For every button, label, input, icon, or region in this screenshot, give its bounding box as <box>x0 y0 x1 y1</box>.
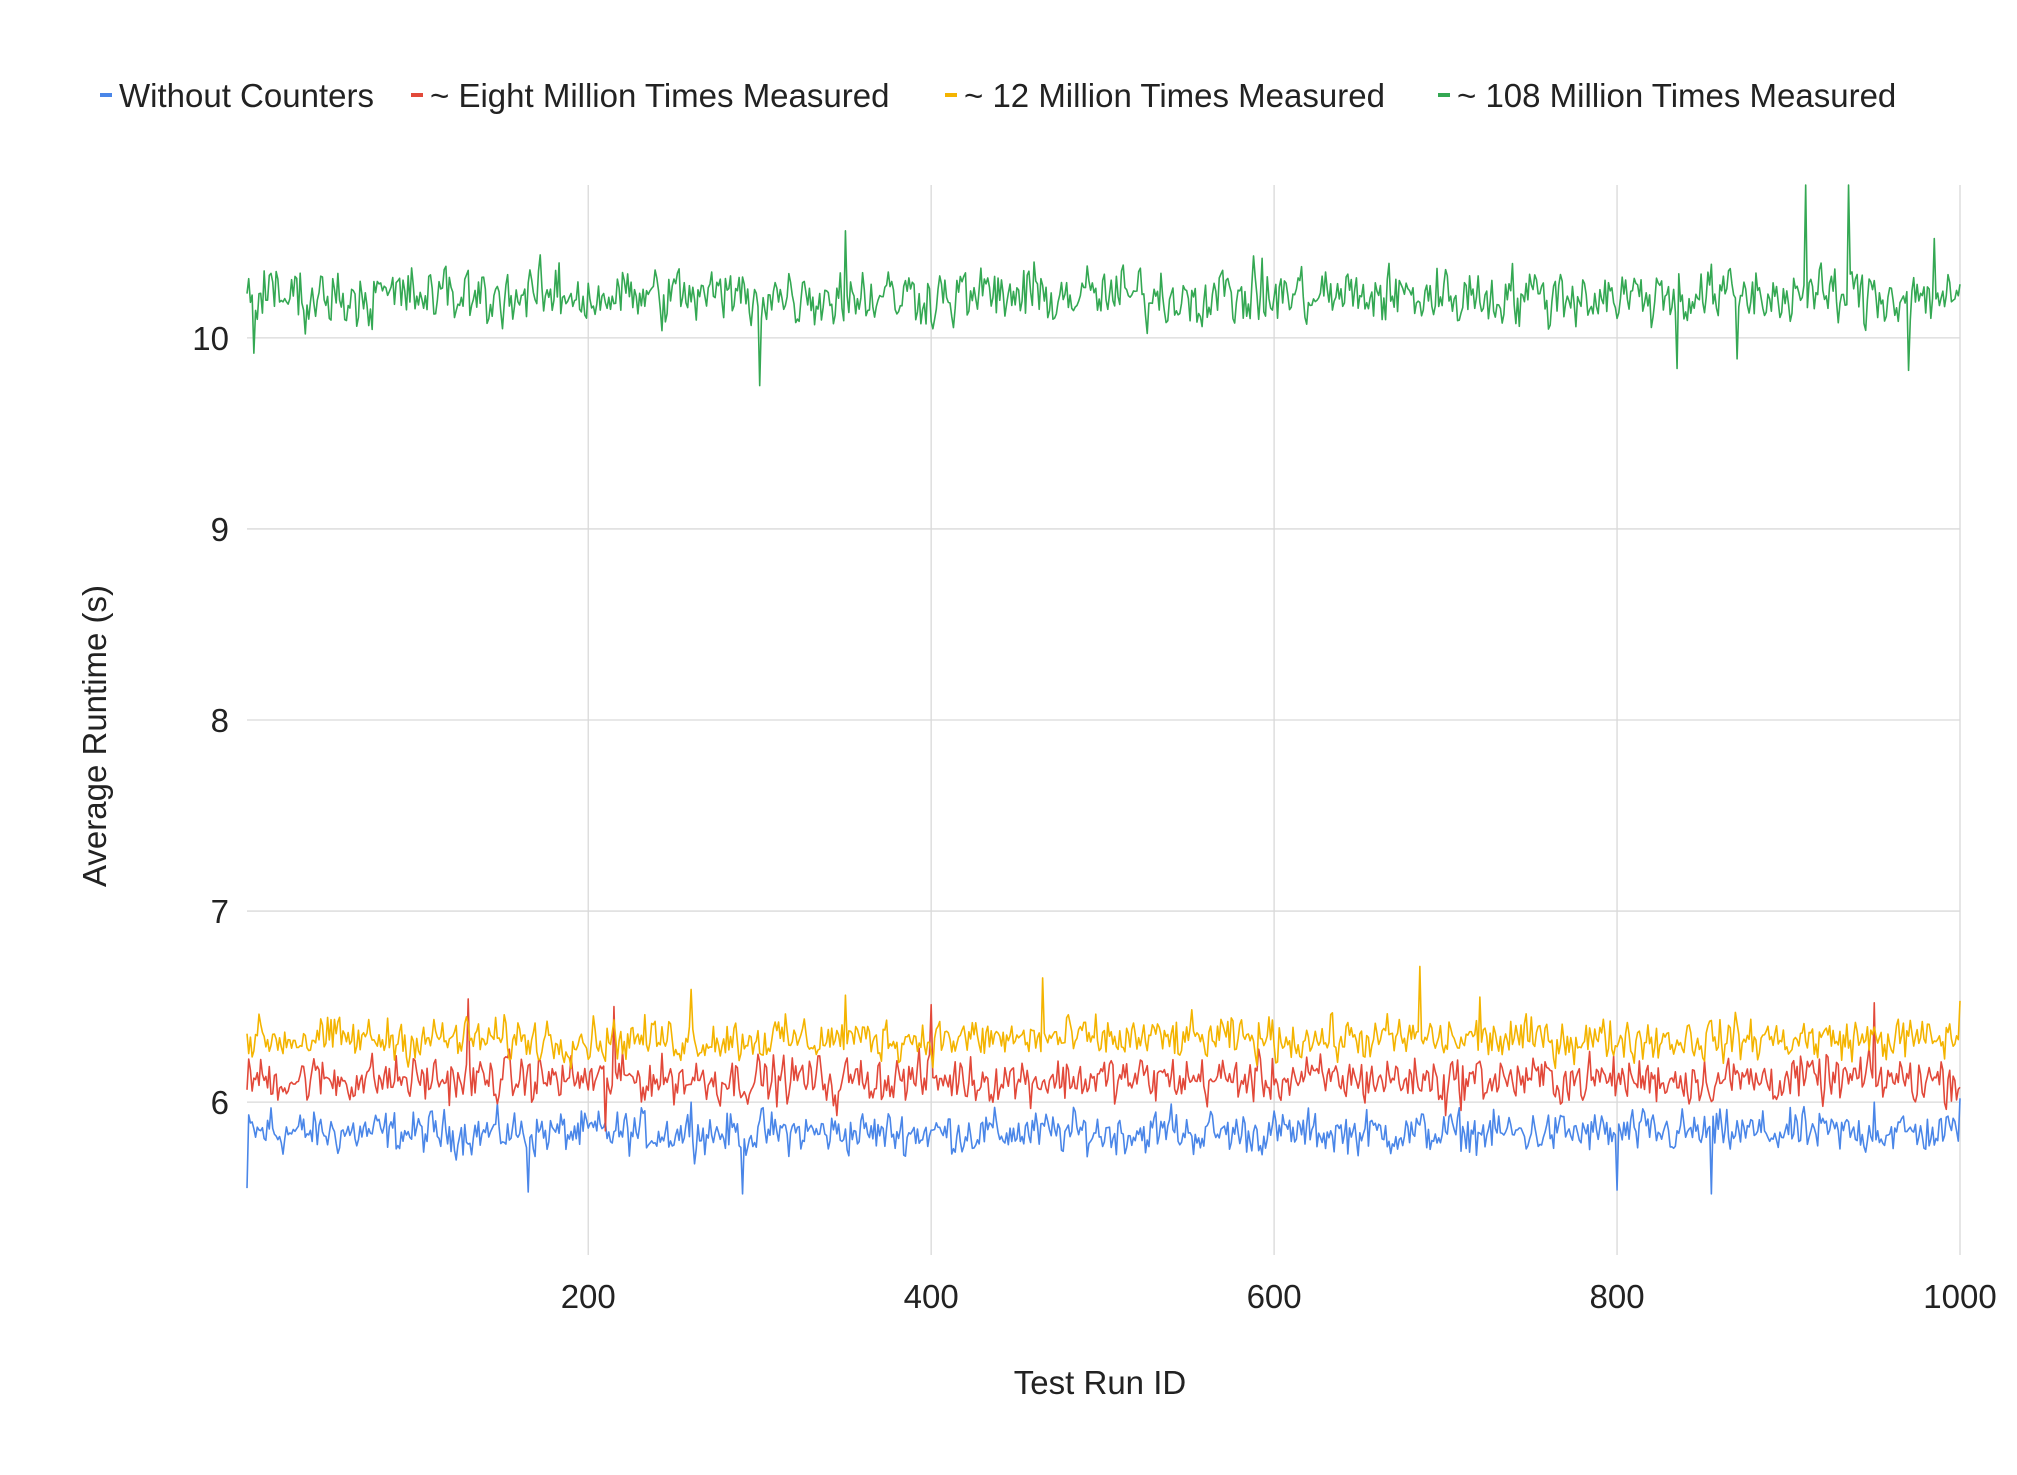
legend-label: ~ Eight Million Times Measured <box>430 77 889 114</box>
legend-label: ~ 12 Million Times Measured <box>964 77 1385 114</box>
y-tick-label: 9 <box>211 511 229 548</box>
y-axis-label: Average Runtime (s) <box>76 585 113 887</box>
y-tick-label: 8 <box>211 702 229 739</box>
y-tick-label: 10 <box>192 320 229 357</box>
series-line <box>246 1098 1961 1195</box>
legend-item: ~ 108 Million Times Measured <box>1438 77 1896 114</box>
x-tick-label: 600 <box>1247 1278 1302 1315</box>
x-axis-ticks: 200 400 600 800 1000 <box>561 1278 1997 1315</box>
y-axis-ticks: 6 7 8 9 10 <box>192 320 229 1121</box>
legend-label: Without Counters <box>119 77 374 114</box>
legend-item: ~ 12 Million Times Measured <box>945 77 1385 114</box>
legend-item: ~ Eight Million Times Measured <box>411 77 889 114</box>
legend-item: Without Counters <box>100 77 374 114</box>
y-tick-label: 7 <box>211 893 229 930</box>
x-tick-label: 400 <box>904 1278 959 1315</box>
gridlines <box>247 185 1961 1255</box>
x-tick-label: 1000 <box>1923 1278 1996 1315</box>
legend: Without Counters ~ Eight Million Times Me… <box>100 77 1896 114</box>
series-line <box>246 965 1961 1070</box>
series-line <box>246 998 1961 1132</box>
x-tick-label: 200 <box>561 1278 616 1315</box>
series-lines <box>246 184 1961 1195</box>
x-tick-label: 800 <box>1590 1278 1645 1315</box>
y-tick-label: 6 <box>211 1084 229 1121</box>
series-line <box>246 184 1961 387</box>
x-axis-label: Test Run ID <box>1014 1364 1186 1401</box>
legend-label: ~ 108 Million Times Measured <box>1457 77 1896 114</box>
